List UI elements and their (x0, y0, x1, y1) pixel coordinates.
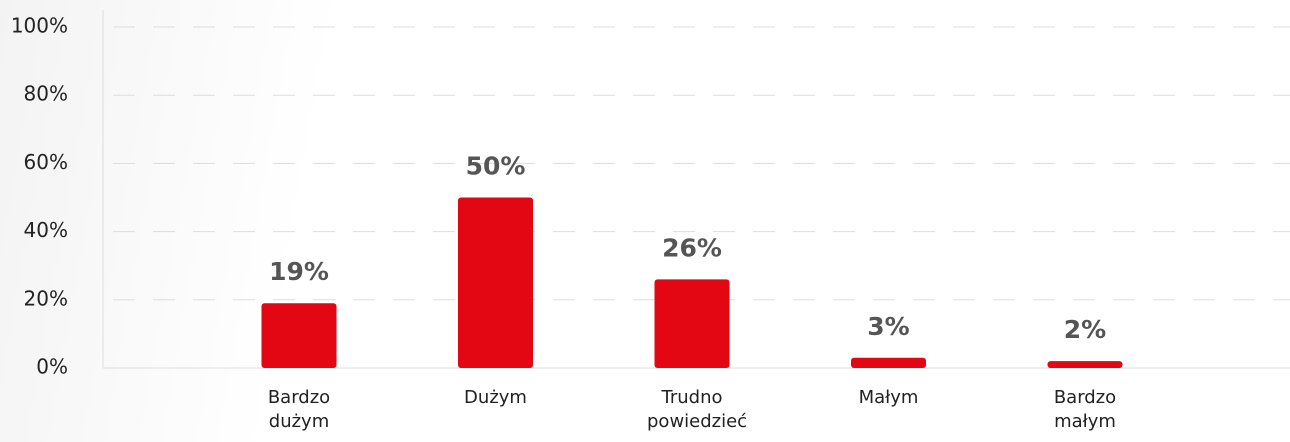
bar (458, 197, 533, 368)
y-tick-label: 100% (11, 14, 68, 38)
y-tick-label: 20% (24, 286, 68, 310)
value-label: 50% (466, 152, 526, 181)
x-tick-text: Bardzo dużym (267, 387, 331, 432)
x-tick-text: Dużym (464, 387, 527, 408)
x-tick-text: Bardzo małym (1053, 387, 1117, 432)
bar (261, 303, 337, 368)
value-label: 2% (1064, 315, 1106, 344)
x-tick-label: Trudno powiedzieć (632, 386, 752, 434)
value-label: 26% (662, 233, 722, 262)
x-tick-label: Małym (829, 386, 949, 410)
y-tick-label: 0% (36, 355, 68, 379)
value-label: 3% (867, 312, 909, 341)
value-label: 19% (269, 257, 329, 286)
x-tick-text: Trudno powiedzieć (647, 387, 748, 432)
x-tick-text: Małym (858, 387, 919, 408)
bar (654, 279, 730, 368)
x-tick-label: Dużym (436, 386, 556, 410)
y-tick-label: 80% (24, 82, 68, 106)
bar (1047, 361, 1123, 368)
x-tick-label: Bardzo małym (1025, 386, 1145, 434)
y-tick-label: 60% (24, 150, 68, 174)
bar (851, 357, 926, 368)
x-tick-label: Bardzo dużym (239, 386, 359, 434)
y-tick-label: 40% (24, 218, 68, 242)
